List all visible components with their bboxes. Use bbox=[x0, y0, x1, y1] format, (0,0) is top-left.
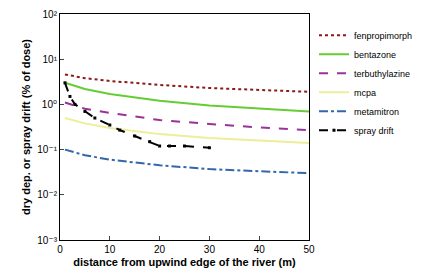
svg-text:spray drift: spray drift bbox=[354, 126, 394, 136]
svg-text:metamitron: metamitron bbox=[354, 107, 399, 117]
svg-text:terbuthylazine: terbuthylazine bbox=[354, 69, 410, 79]
svg-text:0: 0 bbox=[57, 244, 63, 255]
svg-text:bentazone: bentazone bbox=[354, 50, 396, 60]
svg-text:10²: 10² bbox=[43, 9, 58, 20]
svg-text:distance from upwind edge of t: distance from upwind edge of the river (… bbox=[73, 256, 296, 268]
svg-text:10: 10 bbox=[104, 244, 116, 255]
svg-text:fenpropimorph: fenpropimorph bbox=[354, 31, 412, 41]
svg-text:mcpa: mcpa bbox=[354, 88, 376, 98]
svg-text:10⁻³: 10⁻³ bbox=[37, 235, 57, 246]
svg-text:20: 20 bbox=[154, 244, 166, 255]
svg-text:10⁻²: 10⁻² bbox=[37, 189, 57, 200]
svg-text:10⁰: 10⁰ bbox=[42, 99, 57, 110]
svg-text:30: 30 bbox=[204, 244, 216, 255]
svg-text:dry dep. or spray drift (% of: dry dep. or spray drift (% of dose) bbox=[20, 39, 32, 215]
svg-text:10¹: 10¹ bbox=[43, 54, 58, 65]
svg-text:40: 40 bbox=[254, 244, 266, 255]
svg-text:50: 50 bbox=[303, 244, 315, 255]
svg-text:10⁻¹: 10⁻¹ bbox=[37, 144, 57, 155]
